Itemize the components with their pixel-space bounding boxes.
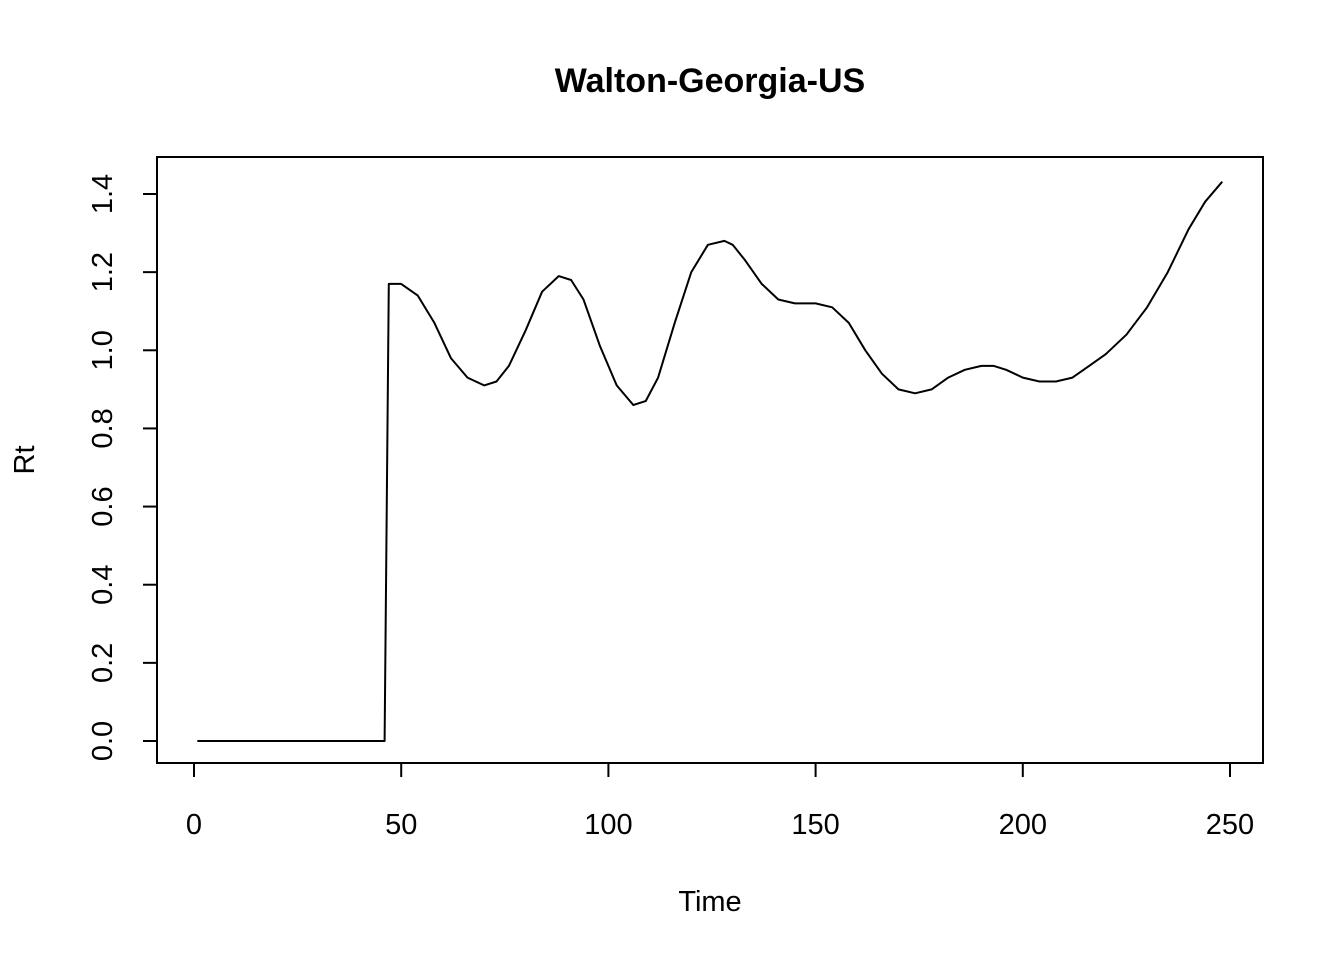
x-axis-label: Time: [678, 886, 741, 918]
x-tick-label: 200: [999, 809, 1047, 841]
x-axis: 0 50 100 150 200 250: [186, 762, 1254, 841]
y-tick-label: 1.2: [87, 252, 119, 292]
y-tick-label: 0.2: [87, 643, 119, 683]
x-tick-label: 150: [791, 809, 839, 841]
y-axis-label: Rt: [9, 446, 41, 475]
y-tick-label: 0.0: [87, 721, 119, 761]
plot-frame: [156, 156, 1264, 764]
x-tick-label: 50: [385, 809, 417, 841]
x-tick-label: 250: [1206, 809, 1254, 841]
x-tick-label: 0: [186, 809, 202, 841]
y-tick-label: 0.6: [87, 486, 119, 526]
y-tick-label: 0.4: [87, 565, 119, 605]
series-line: [197, 181, 1223, 742]
y-tick-label: 1.4: [87, 174, 119, 214]
series-group: [197, 181, 1223, 742]
y-tick-label: 0.8: [87, 408, 119, 448]
y-tick-label: 1.0: [87, 330, 119, 370]
chart-title: Walton-Georgia-US: [555, 62, 865, 100]
x-tick-label: 100: [584, 809, 632, 841]
y-axis: 0.0 0.2 0.4 0.6 0.8 1.0 1.2 1.4: [87, 174, 158, 761]
